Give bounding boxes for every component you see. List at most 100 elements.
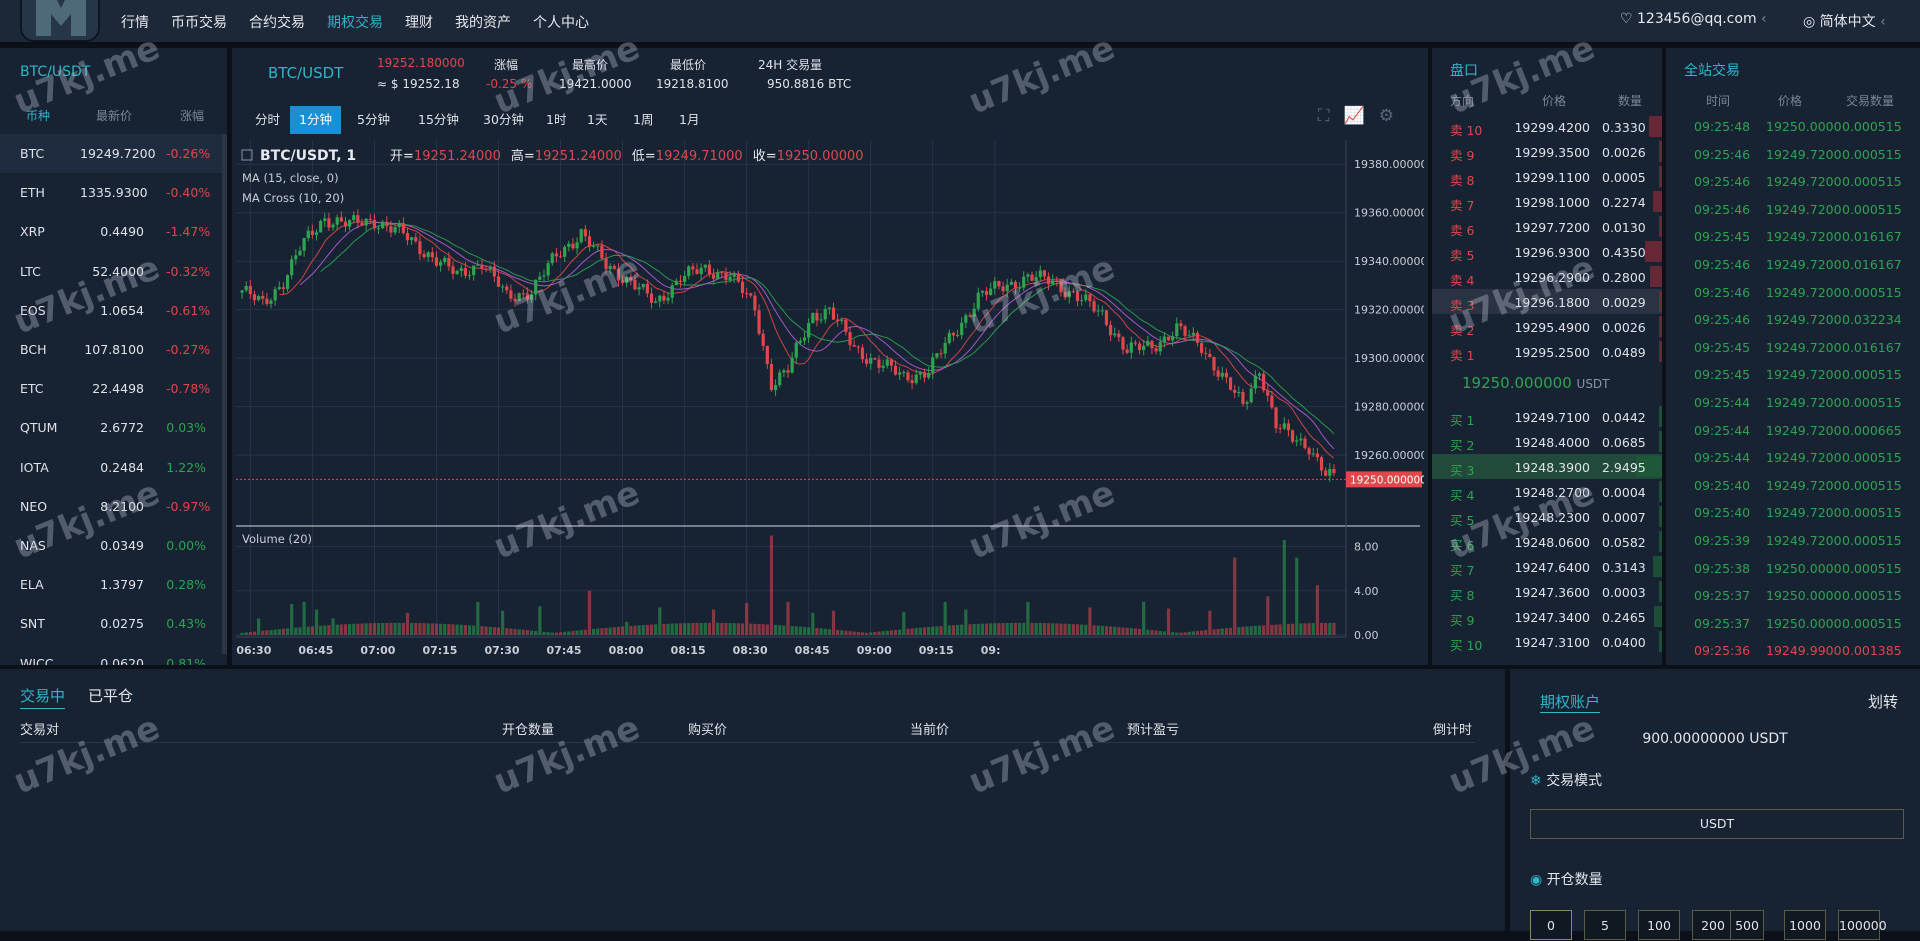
bid-row[interactable]: 买 10 19247.3100 0.0400 — [1432, 629, 1662, 654]
bid-row[interactable]: 买 4 19248.2700 0.0004 — [1432, 479, 1662, 504]
candle-body — [492, 266, 496, 277]
market-row[interactable]: ETH 1335.9300 -0.40% — [0, 173, 226, 212]
language-menu[interactable]: ◎ 简体中文 ‹ — [1803, 11, 1886, 31]
ask-row[interactable]: 卖 8 19299.1100 0.0005 — [1432, 164, 1662, 189]
candle-body — [910, 380, 914, 384]
timeframe-tab[interactable]: 15分钟 — [418, 112, 459, 127]
level-price: 19295.4900 — [1514, 320, 1590, 335]
market-row[interactable]: IOTA 0.2484 1.22% — [0, 448, 226, 487]
col-change[interactable]: 涨幅 — [180, 109, 205, 123]
volume-bar — [951, 625, 956, 635]
volume-indicator-label[interactable]: Volume (20) — [242, 532, 312, 546]
col-price[interactable]: 最新价 — [96, 109, 133, 123]
market-row[interactable]: BTC 19249.7200 -0.26% — [0, 134, 226, 173]
bid-row[interactable]: 买 3 19248.3900 2.9495 — [1432, 454, 1662, 479]
nav-assets[interactable]: 我的资产 — [455, 15, 511, 31]
indicator-label[interactable]: MA (15, close, 0) — [242, 171, 339, 185]
ask-row[interactable]: 卖 4 19296.2900 0.2800 — [1432, 264, 1662, 289]
market-row[interactable]: SNT 0.0275 0.43% — [0, 604, 226, 643]
market-row[interactable]: ETC 22.4498 -0.78% — [0, 369, 226, 408]
ask-row[interactable]: 卖 3 19296.1800 0.0029 — [1432, 289, 1662, 314]
volume-bar — [1187, 631, 1191, 635]
volume-bar — [844, 630, 848, 635]
timeframe-tab[interactable]: 1周 — [633, 112, 654, 127]
volume-bar — [1158, 630, 1162, 635]
qty-option-button[interactable]: 200 — [1692, 910, 1734, 940]
nav-finance[interactable]: 理财 — [405, 15, 433, 31]
bid-row[interactable]: 买 1 19249.7100 0.0442 — [1432, 404, 1662, 429]
ask-row[interactable]: 卖 10 19299.4200 0.3330 — [1432, 114, 1662, 139]
bid-row[interactable]: 买 5 19248.2300 0.0007 — [1432, 504, 1662, 529]
ask-row[interactable]: 卖 5 19296.9300 0.4350 — [1432, 239, 1662, 264]
side-label: 卖 10 — [1450, 123, 1483, 138]
market-row[interactable]: XRP 0.4490 -1.47% — [0, 212, 226, 251]
qty-option-button[interactable]: 100000 — [1838, 910, 1887, 940]
transfer-button[interactable]: 划转 — [1867, 693, 1898, 711]
volume-bar — [269, 629, 273, 635]
trade-price: 19249.7200 — [1766, 505, 1842, 521]
market-row[interactable]: NEO 8.2100 -0.97% — [0, 487, 226, 526]
tab-trading[interactable]: 交易中 — [20, 685, 66, 709]
fullscreen-icon[interactable]: ⛶ — [1317, 106, 1344, 126]
timeframe-tab[interactable]: 分时 — [255, 112, 281, 127]
timeframe-tab[interactable]: 5分钟 — [357, 112, 390, 127]
timeframe-tab[interactable]: 1时 — [546, 112, 567, 127]
logo[interactable] — [20, 0, 100, 42]
market-row[interactable]: NAS 0.0349 0.00% — [0, 526, 226, 565]
market-row[interactable]: LTC 52.4000 -0.32% — [0, 252, 226, 291]
bid-row[interactable]: 买 6 19248.0600 0.0582 — [1432, 529, 1662, 554]
ask-row[interactable]: 卖 9 19299.3500 0.0026 — [1432, 139, 1662, 164]
bid-row[interactable]: 买 9 19247.3400 0.2465 — [1432, 604, 1662, 629]
ask-row[interactable]: 卖 2 19295.4900 0.0026 — [1432, 314, 1662, 339]
col-coin[interactable]: 币种 — [26, 109, 51, 123]
trade-row: 09:25:44 19249.7200 0.000515 — [1666, 443, 1916, 471]
volume-bar — [285, 628, 290, 635]
qty-option-button[interactable]: 5 — [1584, 910, 1626, 940]
qty-option-button[interactable]: 500 — [1730, 910, 1764, 940]
bid-row[interactable]: 买 8 19247.3600 0.0003 — [1432, 579, 1662, 604]
market-row[interactable]: ELA 1.3797 0.28% — [0, 565, 226, 604]
timeframe-tab[interactable]: 1月 — [679, 112, 700, 127]
bid-row[interactable]: 买 7 19247.6400 0.3143 — [1432, 554, 1662, 579]
level-qty: 0.0685 — [1602, 435, 1646, 450]
market-row[interactable]: QTUM 2.6772 0.03% — [0, 408, 226, 447]
candle-body — [980, 291, 984, 293]
snowflake-icon: ❄ — [1530, 773, 1542, 789]
candle-body — [323, 218, 327, 222]
nav-options[interactable]: 期权交易 — [327, 15, 383, 31]
market-row[interactable]: BCH 107.8100 -0.27% — [0, 330, 226, 369]
nav-profile[interactable]: 个人中心 — [533, 15, 589, 31]
time-tick-label: 08:00 — [609, 644, 644, 657]
ask-row[interactable]: 卖 1 19295.2500 0.0489 — [1432, 339, 1662, 364]
bid-row[interactable]: 买 2 19248.4000 0.0685 — [1432, 429, 1662, 454]
tab-closed[interactable]: 已平仓 — [88, 687, 134, 705]
collapse-icon[interactable] — [241, 149, 253, 161]
nav-contract[interactable]: 合约交易 — [249, 15, 305, 31]
candle-body — [298, 250, 302, 256]
qty-option-button[interactable]: 100 — [1638, 910, 1680, 940]
candle-body — [1307, 448, 1311, 455]
mode-select[interactable]: USDT — [1530, 809, 1904, 839]
market-row[interactable]: EOS 1.0654 -0.61% — [0, 291, 226, 330]
timeframe-tab[interactable]: 1天 — [587, 112, 608, 127]
volume-bar — [1088, 607, 1092, 635]
indicator-icon[interactable]: 📈 — [1343, 106, 1379, 126]
candle-body — [864, 359, 869, 364]
ask-row[interactable]: 卖 7 19298.1000 0.2274 — [1432, 189, 1662, 214]
settings-gear-icon[interactable]: ⚙ — [1378, 106, 1408, 126]
scrollbar[interactable] — [222, 134, 227, 654]
candle-body — [1319, 457, 1324, 471]
timeframe-tab[interactable]: 30分钟 — [483, 112, 524, 127]
qty-option-button[interactable]: 0 — [1530, 910, 1572, 940]
volume-bar — [819, 628, 823, 635]
user-menu[interactable]: ♡ 123456@qq.com ‹ — [1620, 11, 1767, 27]
nav-market[interactable]: 行情 — [121, 15, 149, 31]
nav-spot[interactable]: 币币交易 — [171, 15, 227, 31]
timeframe-tab[interactable]: 1分钟 — [290, 106, 341, 134]
market-row[interactable]: WICC 0.0620 0.81% — [0, 644, 226, 665]
qty-option-button[interactable]: 1000 — [1784, 910, 1826, 940]
ask-row[interactable]: 卖 6 19297.7200 0.0130 — [1432, 214, 1662, 239]
depth-bar — [1659, 631, 1662, 652]
trade-amount: 0.000515 — [1842, 588, 1902, 604]
indicator-label[interactable]: MA Cross (10, 20) — [242, 191, 344, 205]
